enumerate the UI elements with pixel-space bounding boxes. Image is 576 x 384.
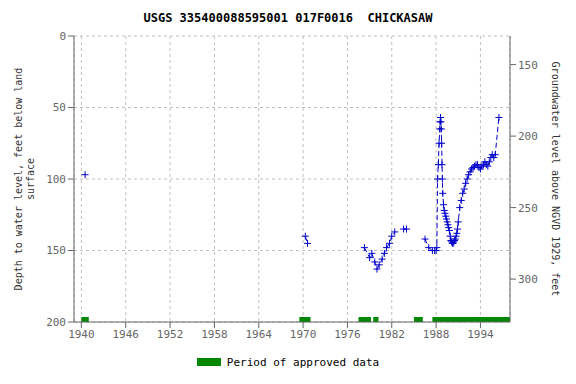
svg-text:200: 200: [46, 316, 66, 329]
svg-text:0: 0: [59, 30, 66, 43]
svg-text:250: 250: [518, 202, 538, 215]
svg-text:1976: 1976: [334, 328, 361, 341]
svg-text:50: 50: [53, 101, 66, 114]
svg-text:1994: 1994: [467, 328, 494, 341]
svg-text:150: 150: [46, 244, 66, 257]
svg-text:200: 200: [518, 130, 538, 143]
svg-text:1958: 1958: [201, 328, 228, 341]
svg-text:1982: 1982: [379, 328, 406, 341]
html-text:USGS 335400088595001 017F0016: USGS 335400088595001 017F0016 CHICKASAW: [143, 11, 433, 25]
html-text:Period of approved data: Period of approved data: [226, 355, 380, 369]
svg-text:1946: 1946: [112, 328, 139, 341]
svg-text:150: 150: [518, 59, 538, 72]
svg-text:300: 300: [518, 273, 538, 286]
svg-text:100: 100: [46, 173, 66, 186]
svg-text:1952: 1952: [157, 328, 184, 341]
svg-text:Groundwater level above NGVD 1: Groundwater level above NGVD 1929, feet: [550, 62, 561, 297]
svg-text:1964: 1964: [245, 328, 272, 341]
svg-text:Depth to water level, feet bel: Depth to water level, feet below landsur…: [13, 68, 36, 291]
svg-text:1988: 1988: [423, 328, 450, 341]
svg-text:1940: 1940: [68, 328, 95, 341]
svg-text:1970: 1970: [290, 328, 317, 341]
